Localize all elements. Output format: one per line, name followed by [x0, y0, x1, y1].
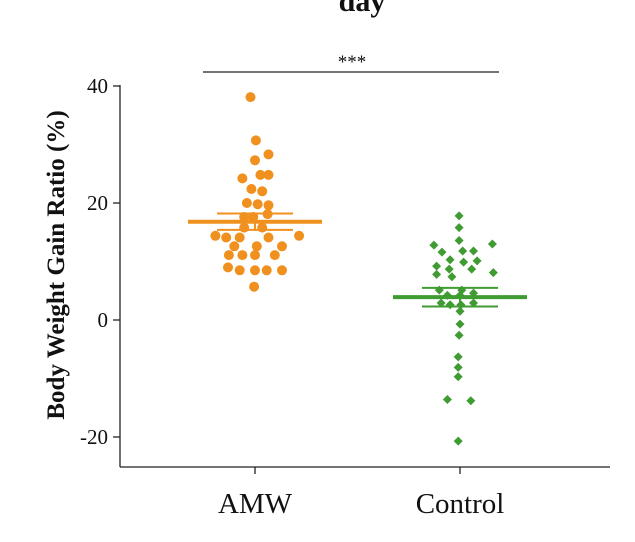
data-point: [250, 250, 260, 261]
data-point: [234, 232, 245, 243]
data-point: [459, 257, 469, 267]
data-point: [455, 306, 465, 316]
data-point: [453, 436, 463, 446]
y-tick-label: 40: [87, 74, 108, 98]
data-point: [487, 239, 497, 249]
data-point: [469, 246, 478, 256]
data-point: [246, 184, 257, 194]
x-category-label: Control: [416, 488, 505, 520]
data-point: [229, 241, 240, 252]
data-point: [237, 250, 248, 261]
data-point: [453, 372, 463, 382]
data-point: [444, 264, 454, 274]
data-point: [445, 255, 455, 265]
data-point: [257, 222, 268, 233]
data-point: [277, 241, 287, 252]
data-point: [472, 256, 482, 266]
data-point: [251, 241, 262, 252]
data-point: [269, 250, 280, 261]
data-point: [454, 235, 464, 245]
data-point: [234, 265, 245, 276]
data-point: [263, 232, 274, 243]
y-axis-label: Body Weight Gain Ratio (%): [43, 110, 70, 419]
data-point: [454, 223, 464, 233]
data-point: [210, 230, 221, 241]
data-point: [488, 268, 498, 278]
axes: 40 20 0 -20 AMW Control: [80, 74, 610, 520]
data-point: [466, 396, 476, 406]
data-point: [277, 265, 287, 276]
y-tick-label: 20: [87, 191, 108, 215]
data-point: [454, 330, 464, 340]
data-point: [453, 362, 463, 372]
data-point: [261, 265, 272, 276]
data-point: [252, 199, 263, 210]
data-point: [432, 269, 442, 279]
significance-label: ***: [338, 52, 367, 73]
data-points: [210, 92, 498, 446]
data-point: [263, 169, 274, 180]
data-point: [445, 300, 455, 310]
x-category-label: AMW: [218, 488, 293, 520]
data-point: [250, 265, 260, 276]
y-tick-label: -20: [80, 425, 108, 449]
data-point: [250, 155, 260, 166]
chart-title: day: [339, 0, 386, 18]
data-point: [250, 135, 261, 146]
data-point: [429, 240, 439, 250]
data-point: [223, 250, 234, 261]
data-point: [467, 264, 477, 274]
data-point: [294, 230, 305, 241]
data-point: [221, 232, 232, 243]
data-point: [469, 298, 478, 308]
data-point: [442, 395, 452, 405]
data-point: [245, 92, 256, 103]
data-point: [455, 319, 465, 329]
data-point: [436, 298, 446, 308]
data-point: [263, 200, 274, 211]
data-point: [453, 352, 463, 362]
data-point: [437, 247, 447, 257]
y-tick-label: 0: [98, 308, 109, 332]
data-point: [263, 149, 274, 160]
data-point: [257, 186, 268, 197]
data-point: [239, 222, 250, 233]
data-point: [249, 281, 260, 292]
data-point: [454, 211, 464, 221]
data-point: [241, 198, 252, 208]
mean-sem-bars: [188, 212, 527, 308]
data-point: [458, 246, 468, 256]
significance-annotation: ***: [203, 52, 499, 73]
data-point: [223, 262, 233, 273]
data-point: [237, 173, 248, 184]
data-point: [447, 272, 457, 282]
data-point: [432, 261, 442, 271]
y-axis-label-group: Body Weight Gain Ratio (%): [43, 110, 70, 419]
data-point: [255, 169, 266, 180]
